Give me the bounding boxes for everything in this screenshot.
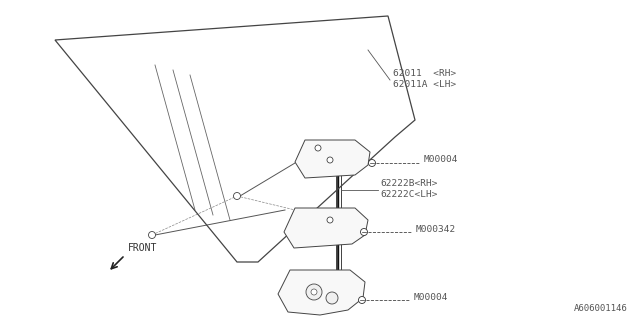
Circle shape — [311, 289, 317, 295]
Polygon shape — [278, 270, 365, 315]
Circle shape — [369, 159, 376, 166]
Circle shape — [358, 297, 365, 303]
Polygon shape — [284, 208, 368, 248]
Text: FRONT: FRONT — [128, 243, 157, 253]
Text: M000342: M000342 — [416, 225, 456, 234]
Text: 62222B<RH>: 62222B<RH> — [380, 179, 438, 188]
Text: M00004: M00004 — [414, 292, 449, 301]
Circle shape — [315, 145, 321, 151]
Circle shape — [148, 231, 156, 238]
Text: A606001146: A606001146 — [574, 304, 628, 313]
Text: 62222C<LH>: 62222C<LH> — [380, 190, 438, 199]
Polygon shape — [295, 140, 370, 178]
Circle shape — [306, 284, 322, 300]
Circle shape — [234, 193, 241, 199]
Circle shape — [360, 228, 367, 236]
Circle shape — [327, 157, 333, 163]
Text: 62011  <RH>: 62011 <RH> — [393, 69, 456, 78]
Circle shape — [327, 217, 333, 223]
Text: 62011A <LH>: 62011A <LH> — [393, 80, 456, 89]
Text: M00004: M00004 — [424, 156, 458, 164]
Circle shape — [326, 292, 338, 304]
